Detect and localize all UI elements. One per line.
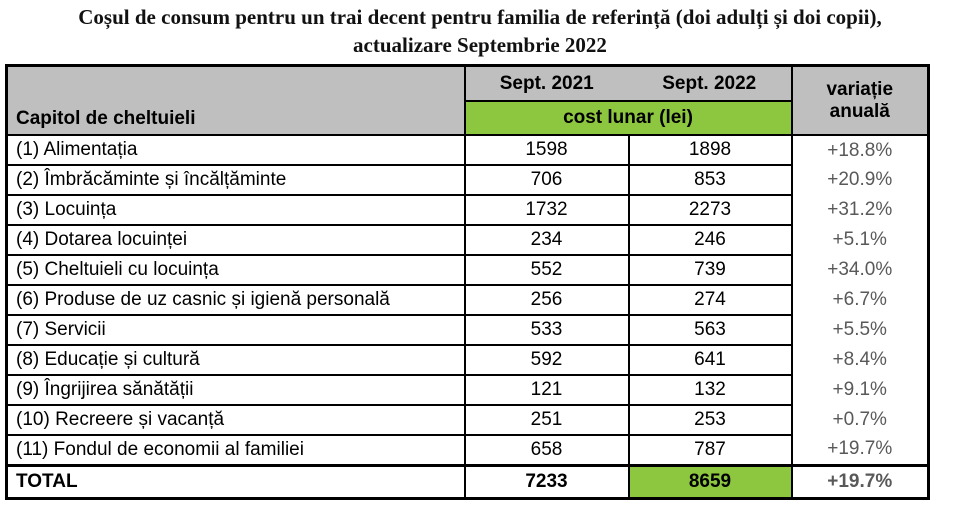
row-label-cell: (2) Îmbrăcăminte și încălțăminte	[5, 164, 466, 196]
row-label-cell: (7) Servicii	[5, 314, 466, 346]
row-label-cell: (10) Recreere și vacanță	[5, 404, 466, 436]
row-label-cell: (5) Cheltuieli cu locuința	[5, 254, 466, 286]
value-2022-cell: 246	[627, 224, 793, 256]
change-cell: +5.1%	[790, 225, 930, 255]
value-2021-cell: 658	[463, 434, 630, 466]
change-cell: +9.1%	[790, 375, 930, 405]
value-2021-cell: 1598	[463, 134, 630, 166]
title-line-2: actualizare Septembrie 2022	[353, 33, 607, 57]
value-2022-cell: 132	[627, 374, 793, 406]
change-cell: +5.5%	[790, 315, 930, 345]
value-2022-cell: 1898	[627, 134, 793, 166]
page-title: Coșul de consum pentru un trai decent pe…	[6, 3, 954, 59]
header-cost-lunar-cell: cost lunar (lei)	[463, 100, 793, 136]
table-row: (3) Locuința 1732 2273 +31.2%	[5, 194, 930, 226]
table-row: (2) Îmbrăcăminte și încălțăminte 706 853…	[5, 164, 930, 196]
value-2022-cell: 2273	[627, 194, 793, 226]
total-2021-cell: 7233	[463, 463, 630, 499]
value-2021-cell: 256	[463, 284, 630, 316]
change-cell: +31.2%	[790, 195, 930, 225]
change-cell: +34.0%	[790, 255, 930, 285]
change-cell: +18.8%	[790, 135, 930, 165]
table-row: (6) Produse de uz casnic și igienă perso…	[5, 284, 930, 316]
value-2022-cell: 739	[627, 254, 793, 286]
row-label-cell: (8) Educație și cultură	[5, 344, 466, 376]
value-2021-cell: 251	[463, 404, 630, 436]
header-capitol-cell: Capitol de cheltuieli	[5, 64, 466, 136]
value-2021-cell: 592	[463, 344, 630, 376]
header-variatie-line-2: anuală	[829, 100, 890, 122]
row-label-cell: (11) Fondul de economii al familiei	[5, 434, 466, 466]
change-cell: +20.9%	[790, 165, 930, 195]
header-row-1: Capitol de cheltuieli Sept. 2021 Sept. 2…	[5, 64, 930, 136]
table-row: (10) Recreere și vacanță 251 253 +0.7%	[5, 404, 930, 436]
value-2022-cell: 641	[627, 344, 793, 376]
value-2021-cell: 1732	[463, 194, 630, 226]
header-sept-2021: Sept. 2021	[499, 72, 594, 94]
value-2021-cell: 706	[463, 164, 630, 196]
change-cell: +0.7%	[790, 405, 930, 435]
total-row: TOTAL 7233 8659 +19.7%	[5, 463, 930, 499]
row-label-cell: (9) Îngrijirea sănătății	[5, 374, 466, 406]
row-label-cell: (1) Alimentația	[5, 134, 466, 166]
sept-labels: Sept. 2021 Sept. 2022	[466, 73, 791, 95]
value-2021-cell: 552	[463, 254, 630, 286]
cost-table: Capitol de cheltuieli Sept. 2021 Sept. 2…	[5, 64, 930, 500]
row-label-cell: (3) Locuința	[5, 194, 466, 226]
total-label-cell: TOTAL	[5, 463, 466, 499]
change-cell: +19.7%	[790, 435, 930, 465]
value-2021-cell: 234	[463, 224, 630, 256]
title-line-1: Coșul de consum pentru un trai decent pe…	[78, 5, 882, 29]
value-2022-cell: 787	[627, 434, 793, 466]
table-row: (8) Educație și cultură 592 641 +8.4%	[5, 344, 930, 376]
table-row: (9) Îngrijirea sănătății 121 132 +9.1%	[5, 374, 930, 406]
total-2022-cell: 8659	[627, 463, 793, 499]
table-row: (4) Dotarea locuinței 234 246 +5.1%	[5, 224, 930, 256]
header-row-2: cost lunar (lei)	[7, 100, 929, 136]
value-2022-cell: 563	[627, 314, 793, 346]
header-variatie-cell: variație anuală	[790, 64, 930, 136]
value-2022-cell: 253	[627, 404, 793, 436]
value-2021-cell: 533	[463, 314, 630, 346]
table-row: (5) Cheltuieli cu locuința 552 739 +34.0…	[5, 254, 930, 286]
row-label-cell: (6) Produse de uz casnic și igienă perso…	[5, 284, 466, 316]
header-sept-2022: Sept. 2022	[662, 72, 757, 94]
header-sept-cell: Sept. 2021 Sept. 2022	[463, 64, 793, 102]
change-cell: +6.7%	[790, 285, 930, 315]
table-row: (7) Servicii 533 563 +5.5%	[5, 314, 930, 346]
row-label-cell: (4) Dotarea locuinței	[5, 224, 466, 256]
table-row: (11) Fondul de economii al familiei 658 …	[5, 434, 930, 466]
value-2022-cell: 274	[627, 284, 793, 316]
header-variatie-line-1: variație	[826, 78, 894, 100]
change-cell: +8.4%	[790, 345, 930, 375]
table-row: (1) Alimentația 1598 1898 +18.8%	[5, 134, 930, 166]
value-2021-cell: 121	[463, 374, 630, 406]
total-change-cell: +19.7%	[790, 463, 930, 498]
value-2022-cell: 853	[627, 164, 793, 196]
